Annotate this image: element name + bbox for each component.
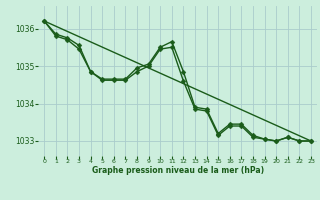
X-axis label: Graphe pression niveau de la mer (hPa): Graphe pression niveau de la mer (hPa) [92,166,264,175]
